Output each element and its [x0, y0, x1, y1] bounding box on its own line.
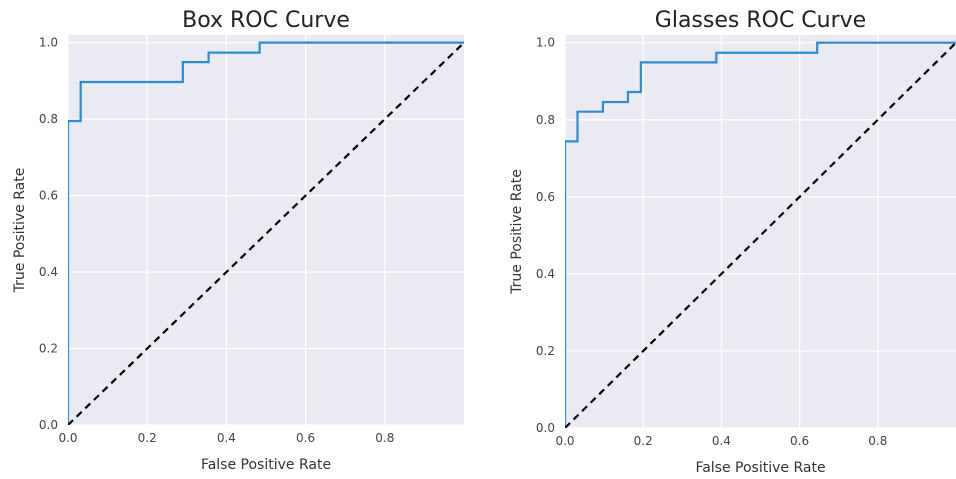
glasses-x-tick-label: 0.0 [555, 434, 574, 448]
box-x-axis-label: False Positive Rate [201, 457, 331, 473]
glasses-y-tick-label: 0.4 [536, 267, 555, 281]
glasses-y-tick-label: 0.8 [536, 113, 555, 127]
glasses-x-tick-label: 0.8 [868, 434, 887, 448]
box-x-tick-label: 0.2 [138, 431, 157, 445]
box-x-tick-label: 0.4 [217, 431, 236, 445]
box-x-tick-label: 0.6 [296, 431, 315, 445]
glasses-y-tick-label: 0.0 [536, 421, 555, 435]
glasses-y-axis-label: True Positive Rate [509, 169, 525, 295]
box-roc-curve [68, 41, 464, 425]
glasses-y-tick-label: 0.6 [536, 190, 555, 204]
box-x-tick-label: 0.0 [58, 431, 77, 445]
glasses-plot-area [565, 35, 956, 428]
box-y-tick-label: 1.0 [39, 36, 58, 50]
box-y-tick-label: 0.2 [39, 342, 58, 356]
box-chart-title: Box ROC Curve [182, 8, 350, 33]
glasses-x-axis-label: False Positive Rate [695, 460, 825, 476]
box-y-tick-label: 0.6 [39, 189, 58, 203]
box-x-tick-label: 0.8 [375, 431, 394, 445]
glasses-chart-title: Glasses ROC Curve [655, 8, 866, 33]
glasses-chance-diagonal [565, 41, 956, 428]
glasses-y-tick-label: 1.0 [536, 36, 555, 50]
box-y-tick-label: 0.8 [39, 112, 58, 126]
glasses-x-tick-label: 0.6 [790, 434, 809, 448]
box-y-tick-label: 0.4 [39, 265, 58, 279]
box-y-tick-label: 0.0 [39, 418, 58, 432]
box-roc-chart: 0.0 0.2 0.4 0.6 0.8 0.0 0.2 0.4 0.6 0.8 1.0 Box ROC… [12, 8, 464, 473]
glasses-y-tick-label: 0.2 [536, 344, 555, 358]
box-y-axis-label: True Positive Rate [12, 168, 28, 294]
glasses-x-tick-label: 0.4 [712, 434, 731, 448]
glasses-roc-chart: 0.0 0.2 0.4 0.6 0.8 0.0 0.2 0.4 0.6 0.8 1.0 Glasses… [509, 8, 956, 476]
box-plot-area [68, 35, 464, 425]
glasses-roc-curve [565, 41, 956, 428]
glasses-x-tick-label: 0.2 [634, 434, 653, 448]
box-chance-diagonal [68, 41, 464, 425]
